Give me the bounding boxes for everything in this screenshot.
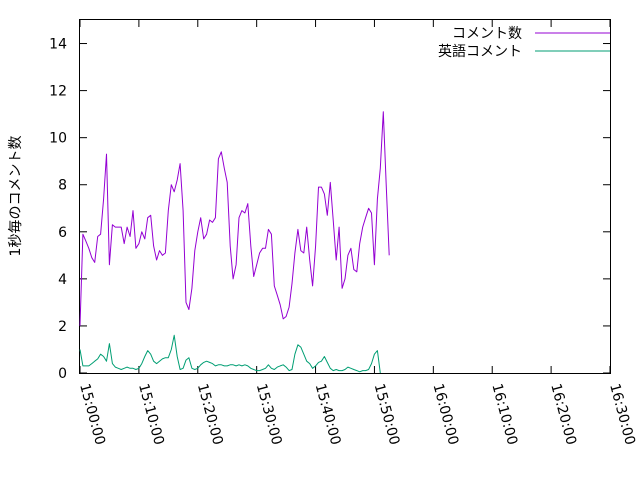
y-tick-label: 12 bbox=[49, 84, 67, 100]
y-tick-label: 0 bbox=[58, 366, 67, 382]
y-tick-label: 6 bbox=[58, 225, 67, 241]
y-tick-label: 4 bbox=[58, 272, 67, 288]
series-line-english-comments bbox=[79, 334, 381, 374]
x-tick-label: 15:10:00 bbox=[135, 382, 167, 447]
x-tick-label: 15:00:00 bbox=[76, 382, 108, 447]
x-tick-label: 15:50:00 bbox=[371, 382, 403, 447]
legend: コメント数 英語コメント bbox=[438, 26, 610, 60]
y-tick-label: 2 bbox=[58, 319, 67, 335]
legend-label-comments: コメント数 bbox=[452, 26, 522, 42]
x-tick-labels: 15:00:00 15:10:00 15:20:00 15:30:00 15:40:00… bbox=[76, 382, 638, 447]
y-tick-label: 10 bbox=[49, 131, 67, 147]
x-tick-label: 15:40:00 bbox=[312, 382, 344, 447]
x-tick-label: 16:00:00 bbox=[429, 382, 461, 447]
x-tick-label: 16:10:00 bbox=[488, 382, 520, 447]
y-tick-labels: 0 2 4 6 8 10 12 14 bbox=[49, 37, 67, 382]
y-tick-label: 14 bbox=[49, 37, 67, 53]
series-lines bbox=[79, 111, 390, 374]
x-tick-label: 15:30:00 bbox=[253, 382, 285, 447]
series-line-comments bbox=[79, 111, 390, 326]
legend-label-english-comments: 英語コメント bbox=[438, 43, 522, 60]
plot-frame bbox=[79, 19, 611, 374]
tick-marks bbox=[79, 20, 611, 374]
x-tick-label: 15:20:00 bbox=[194, 382, 226, 447]
x-tick-label: 16:20:00 bbox=[547, 382, 579, 447]
y-tick-label: 8 bbox=[58, 178, 67, 194]
x-tick-label: 16:30:00 bbox=[606, 382, 638, 447]
y-axis-label: 1秒毎のコメント数 bbox=[8, 136, 24, 257]
